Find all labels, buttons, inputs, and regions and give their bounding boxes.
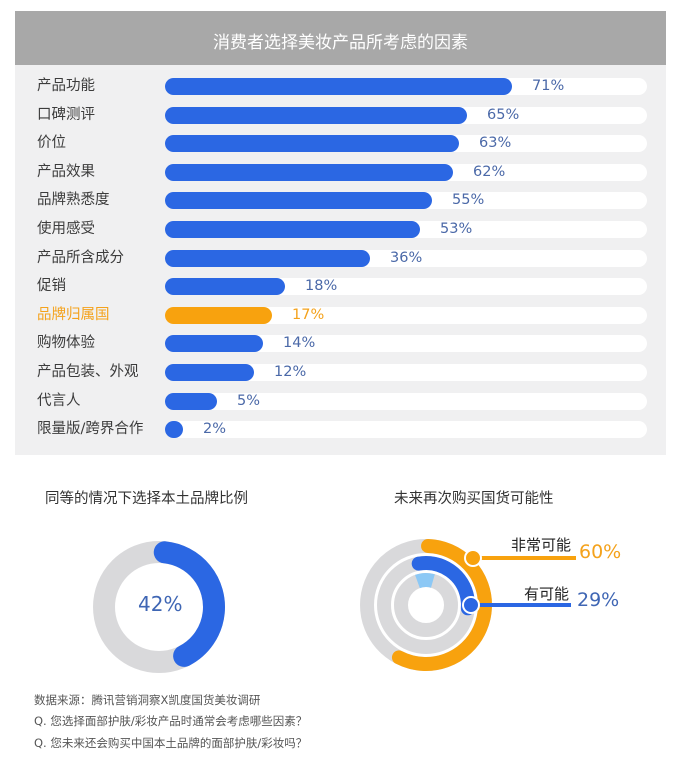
bar-row: 价位 63% (15, 134, 666, 154)
bar-track (165, 392, 647, 410)
bar-value: 71% (532, 78, 565, 94)
bar-fill (165, 135, 459, 153)
bar-label: 使用感受 (37, 221, 95, 237)
bar-value: 63% (479, 135, 512, 152)
bar-value: 2% (203, 421, 227, 438)
bar-fill (165, 278, 285, 296)
repurchase-radial-chart (360, 539, 576, 671)
bar-track (165, 364, 647, 381)
bar-label: 限量版/跨界合作 (37, 421, 144, 438)
bar-value: 12% (274, 364, 307, 380)
bar-row: 品牌熟悉度 55% (15, 191, 666, 211)
data-source-note: 数据来源：腾讯营销洞察X凯度国货美妆调研 (34, 693, 261, 707)
bar-value: 62% (473, 163, 506, 180)
bar-row: 产品功能 71% (15, 77, 666, 97)
bar-row: 品牌归属国 17% (15, 306, 666, 326)
bar-track (165, 421, 647, 439)
legend-label-likely: 有可能 (524, 585, 570, 603)
bar-row: 购物体验 14% (15, 334, 666, 354)
bar-fill (165, 249, 370, 267)
bar-label: 品牌归属国 (37, 306, 110, 323)
bar-fill (165, 364, 254, 381)
local-brand-percent: 42% (138, 592, 183, 616)
bar-row: 产品效果 62% (15, 163, 666, 183)
bar-row: 产品包装、外观 12% (15, 363, 666, 383)
question-1-note: Q. 您选择面部护肤/彩妆产品时通常会考虑哪些因素？ (34, 714, 308, 728)
bar-label: 产品所含成分 (37, 249, 124, 266)
bar-fill (165, 335, 263, 353)
bar-track (165, 306, 647, 324)
bar-value: 14% (283, 335, 316, 352)
bar-row: 代言人 5% (15, 392, 666, 412)
legend-label-very-likely: 非常可能 (511, 536, 572, 554)
legend-value-likely: 29% (577, 589, 620, 611)
bar-label: 产品效果 (37, 163, 95, 180)
bar-row: 促销 18% (15, 277, 666, 297)
bar-label: 产品功能 (37, 78, 95, 94)
bar-label: 价位 (37, 135, 66, 152)
bar-fill (165, 163, 453, 181)
bar-track (165, 278, 647, 296)
bar-track (165, 335, 647, 353)
bar-value: 36% (390, 249, 423, 266)
local-brand-donut (93, 541, 225, 673)
bar-label: 产品包装、外观 (37, 364, 139, 380)
bar-label: 促销 (37, 278, 66, 295)
left-donut-title: 同等的情况下选择本土品牌比例 (45, 491, 248, 507)
bar-row: 口碑测评 65% (15, 106, 666, 126)
bar-value: 55% (452, 192, 485, 209)
bar-fill (165, 192, 432, 210)
bar-fill (165, 306, 272, 324)
right-donut-title: 未来再次购买国货可能性 (394, 491, 554, 507)
bar-fill (165, 392, 217, 410)
bar-row: 限量版/跨界合作 2% (15, 420, 666, 440)
bar-fill (165, 421, 183, 439)
bar-label: 购物体验 (37, 335, 95, 352)
bar-label: 品牌熟悉度 (37, 192, 110, 209)
bar-fill (165, 106, 467, 124)
bar-value: 18% (305, 278, 338, 295)
bar-value: 5% (237, 392, 261, 409)
chart-title: 消费者选择美妆产品所考虑的因素 (15, 11, 666, 65)
bar-value: 65% (487, 106, 520, 123)
factors-chart-panel: 消费者选择美妆产品所考虑的因素 产品功能 71% 口碑测评 65% 价位 63% 产品效果 6… (15, 11, 666, 455)
question-2-note: Q. 您未来还会购买中国本土品牌的面部护肤/彩妆吗？ (34, 736, 308, 750)
bar-value: 53% (440, 221, 473, 237)
bar-label: 口碑测评 (37, 106, 95, 123)
bar-fill (165, 221, 420, 238)
bar-row: 使用感受 53% (15, 220, 666, 240)
bar-row: 产品所含成分 36% (15, 249, 666, 269)
bar-fill (165, 78, 512, 95)
bar-value: 17% (292, 306, 325, 323)
bar-label: 代言人 (37, 392, 81, 409)
legend-value-very-likely: 60% (579, 541, 622, 563)
